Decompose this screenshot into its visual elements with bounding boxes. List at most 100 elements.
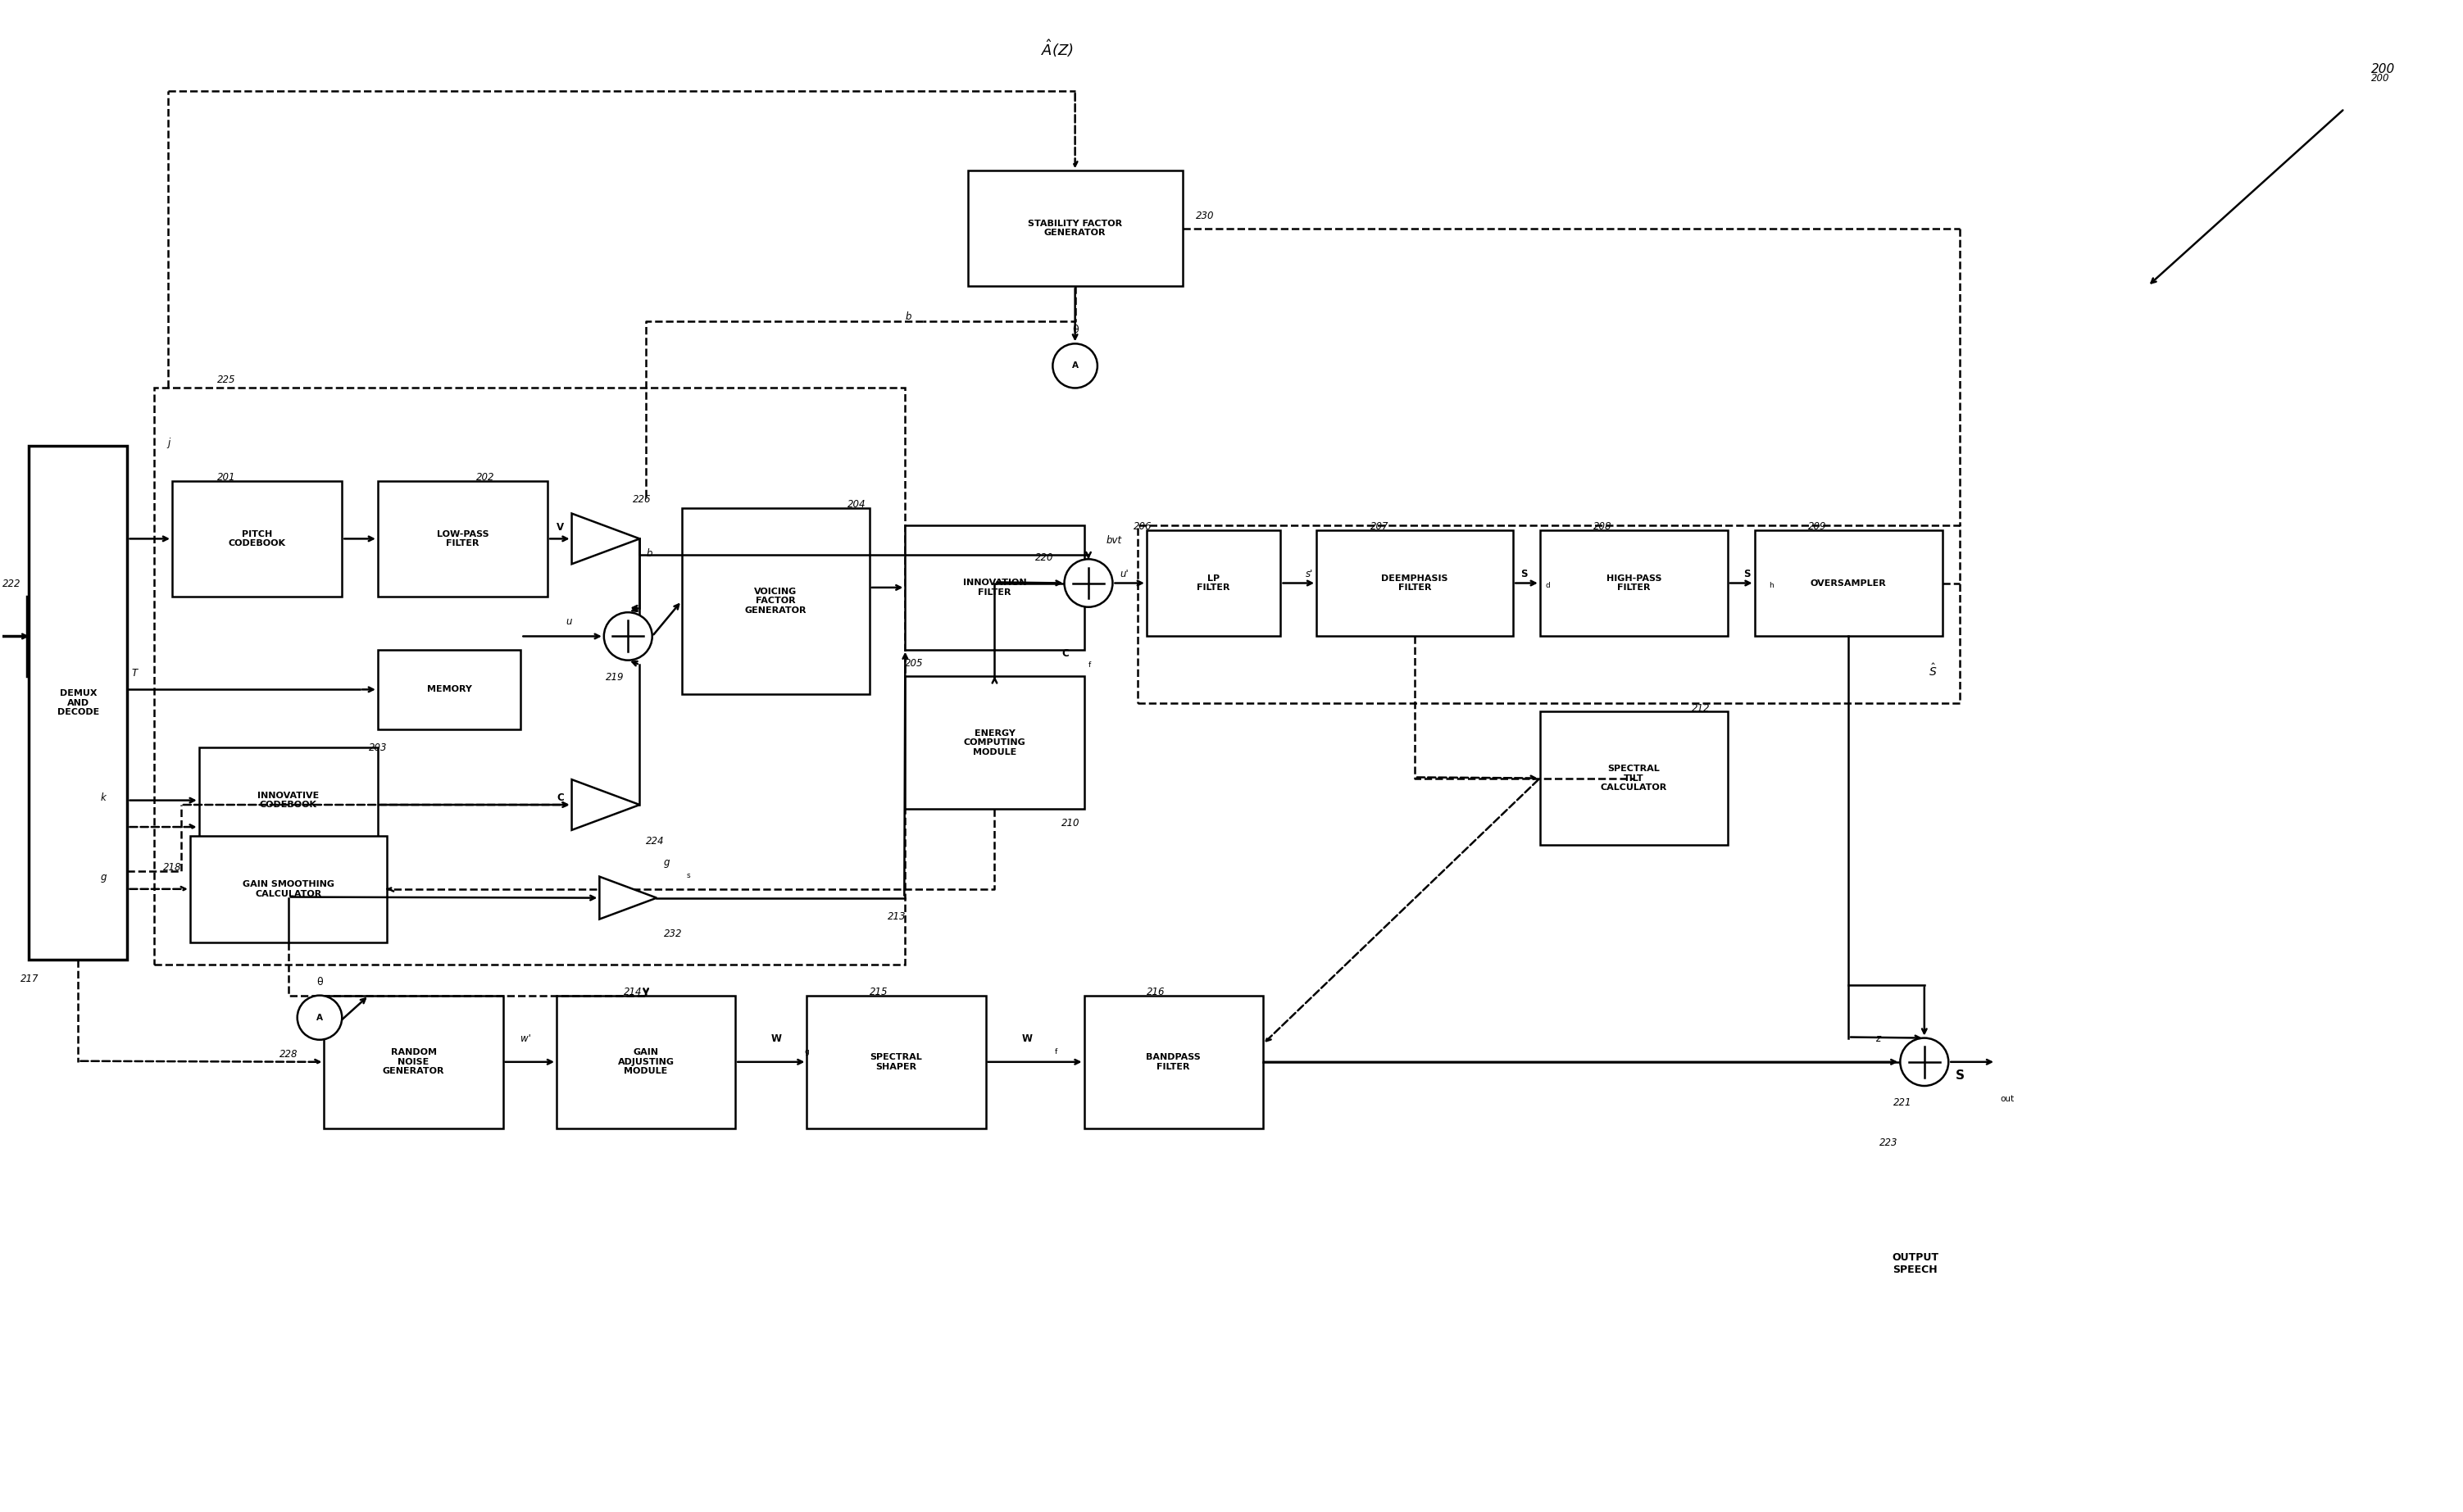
Text: s: s	[687, 872, 690, 878]
Text: T: T	[133, 668, 138, 679]
Text: z: z	[1874, 1033, 1879, 1043]
Text: 232: 232	[665, 928, 682, 939]
Text: C: C	[1062, 649, 1069, 659]
FancyBboxPatch shape	[1148, 529, 1281, 637]
Text: k: k	[101, 792, 106, 803]
FancyBboxPatch shape	[1084, 995, 1264, 1128]
FancyBboxPatch shape	[906, 526, 1084, 650]
Text: $\hat{A}$(Z): $\hat{A}$(Z)	[1042, 38, 1074, 59]
Text: 216: 216	[1148, 986, 1165, 998]
Text: OVERSAMPLER: OVERSAMPLER	[1810, 579, 1887, 587]
FancyBboxPatch shape	[200, 747, 377, 854]
Text: 215: 215	[869, 986, 887, 998]
Text: MEMORY: MEMORY	[426, 685, 473, 694]
Text: 200: 200	[2372, 73, 2389, 83]
Text: 220: 220	[1034, 552, 1054, 562]
FancyBboxPatch shape	[1754, 529, 1943, 637]
Text: 223: 223	[1879, 1137, 1899, 1148]
Text: W: W	[1022, 1033, 1032, 1043]
Text: 221: 221	[1894, 1098, 1911, 1108]
Text: 226: 226	[633, 494, 650, 505]
FancyBboxPatch shape	[377, 650, 520, 729]
Text: θ: θ	[1071, 325, 1079, 336]
FancyBboxPatch shape	[906, 676, 1084, 809]
Text: RANDOM
NOISE
GENERATOR: RANDOM NOISE GENERATOR	[382, 1048, 443, 1075]
Circle shape	[1064, 559, 1113, 606]
Text: S: S	[1520, 569, 1527, 579]
Text: 224: 224	[645, 836, 665, 847]
Text: BANDPASS
FILTER: BANDPASS FILTER	[1145, 1052, 1202, 1070]
Circle shape	[298, 995, 342, 1040]
FancyBboxPatch shape	[1539, 529, 1727, 637]
Text: ENERGY
COMPUTING
MODULE: ENERGY COMPUTING MODULE	[963, 729, 1025, 756]
Text: SPECTRAL
SHAPER: SPECTRAL SHAPER	[869, 1052, 921, 1070]
Text: 205: 205	[906, 658, 924, 670]
Text: u': u'	[1121, 569, 1128, 579]
Text: 209: 209	[1808, 522, 1828, 532]
Circle shape	[1899, 1037, 1948, 1086]
Text: out: out	[2000, 1095, 2015, 1104]
Polygon shape	[571, 514, 640, 564]
Text: DEMUX
AND
DECODE: DEMUX AND DECODE	[57, 689, 99, 717]
Text: $\hat{S}$: $\hat{S}$	[1929, 662, 1938, 679]
Text: HIGH-PASS
FILTER: HIGH-PASS FILTER	[1606, 575, 1663, 591]
Text: INNOVATION
FILTER: INNOVATION FILTER	[963, 579, 1027, 596]
Text: 214: 214	[623, 986, 643, 998]
Text: 222: 222	[2, 579, 20, 590]
Text: d: d	[1544, 582, 1549, 590]
Text: 207: 207	[1369, 522, 1389, 532]
FancyBboxPatch shape	[30, 446, 128, 960]
Text: INNOVATIVE
CODEBOOK: INNOVATIVE CODEBOOK	[259, 791, 320, 809]
Text: 204: 204	[847, 499, 865, 510]
Text: g: g	[101, 872, 106, 883]
Text: S: S	[1956, 1070, 1965, 1083]
Text: DEEMPHASIS
FILTER: DEEMPHASIS FILTER	[1382, 575, 1448, 591]
Text: j: j	[167, 437, 170, 448]
Text: 200: 200	[2372, 64, 2396, 76]
Text: b: b	[906, 311, 911, 322]
Text: 210: 210	[1062, 818, 1081, 829]
Circle shape	[1052, 343, 1098, 389]
Text: 217: 217	[20, 974, 39, 984]
Text: 219: 219	[606, 671, 623, 682]
FancyBboxPatch shape	[377, 481, 547, 596]
FancyBboxPatch shape	[190, 836, 387, 942]
FancyBboxPatch shape	[1315, 529, 1512, 637]
Text: s': s'	[1305, 569, 1313, 579]
Circle shape	[603, 612, 653, 661]
Polygon shape	[599, 877, 658, 919]
FancyBboxPatch shape	[1539, 712, 1727, 845]
Polygon shape	[571, 780, 640, 830]
FancyBboxPatch shape	[172, 481, 342, 596]
FancyBboxPatch shape	[325, 995, 502, 1128]
Text: A: A	[1071, 361, 1079, 370]
Text: b: b	[645, 549, 653, 559]
Text: W: W	[771, 1033, 781, 1043]
Text: g: g	[665, 857, 670, 868]
Text: C: C	[557, 792, 564, 803]
Text: GAIN SMOOTHING
CALCULATOR: GAIN SMOOTHING CALCULATOR	[241, 880, 335, 898]
Text: g: g	[805, 1048, 808, 1055]
Text: 218: 218	[163, 862, 182, 872]
Text: 230: 230	[1195, 210, 1214, 221]
Text: GAIN
ADJUSTING
MODULE: GAIN ADJUSTING MODULE	[618, 1048, 675, 1075]
Text: θ: θ	[318, 977, 323, 987]
FancyBboxPatch shape	[968, 171, 1182, 286]
Text: f: f	[1089, 662, 1091, 668]
FancyBboxPatch shape	[808, 995, 985, 1128]
Text: 228: 228	[278, 1049, 298, 1060]
Text: V: V	[557, 522, 564, 532]
Text: 206: 206	[1133, 522, 1153, 532]
Text: S: S	[1744, 569, 1751, 579]
Text: PITCH
CODEBOOK: PITCH CODEBOOK	[229, 529, 286, 547]
Text: LP
FILTER: LP FILTER	[1197, 575, 1229, 591]
Text: 213: 213	[887, 912, 906, 922]
Text: 201: 201	[217, 472, 236, 482]
FancyBboxPatch shape	[682, 508, 869, 694]
Text: k: k	[589, 806, 591, 813]
Text: 203: 203	[369, 742, 387, 753]
Text: OUTPUT
SPEECH: OUTPUT SPEECH	[1892, 1252, 1938, 1276]
Text: 208: 208	[1594, 522, 1611, 532]
Text: bvt: bvt	[1106, 535, 1123, 546]
FancyBboxPatch shape	[557, 995, 736, 1128]
